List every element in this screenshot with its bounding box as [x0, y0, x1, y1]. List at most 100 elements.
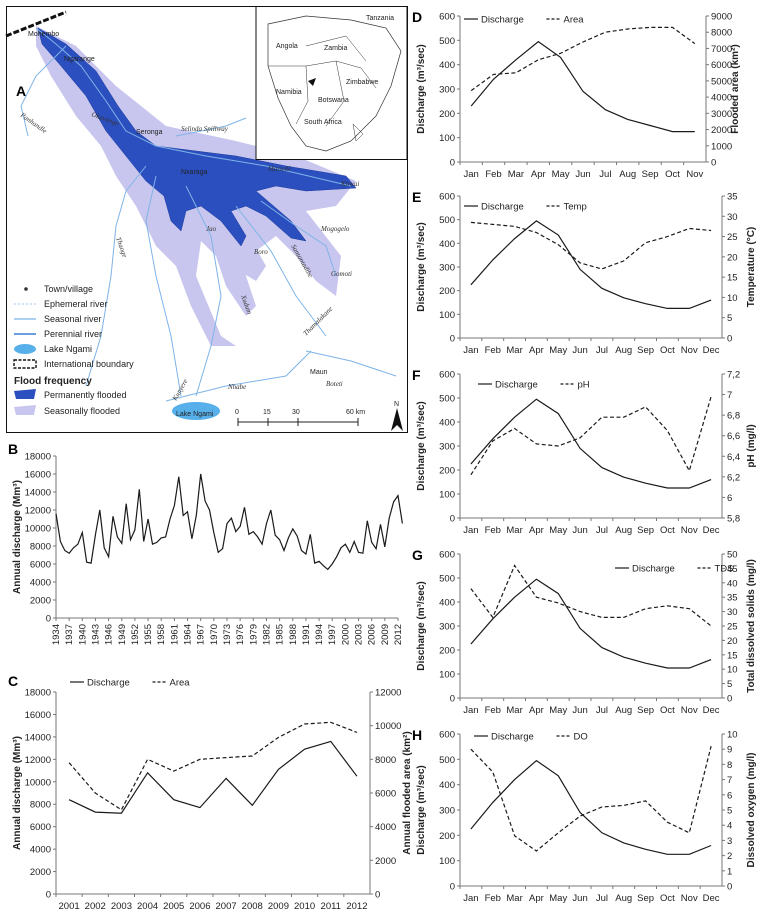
x-tick-label: Jul — [596, 705, 608, 716]
y2-tick-label: 15 — [727, 650, 738, 661]
y-tick-label: 10000 — [25, 524, 51, 535]
y2-tick-label: 10 — [727, 665, 738, 676]
inset-botswana: Botswana — [318, 97, 349, 104]
x-tick-label: 1955 — [143, 624, 154, 645]
legend-label-do: DO — [574, 732, 588, 743]
y2-tick-label: 20 — [727, 636, 738, 647]
x-tick-label: Dec — [703, 893, 720, 904]
x-tick-label: Nov — [681, 705, 698, 716]
series-line-discharge — [470, 398, 712, 489]
x-tick-label: Nov — [681, 345, 698, 356]
panel-label-c: C — [8, 673, 18, 689]
x-tick-label: Oct — [660, 893, 675, 904]
y-tick-label: 400 — [439, 60, 455, 71]
inset-zimbabwe: Zimbabwe — [346, 79, 378, 86]
series-line-discharge — [470, 759, 712, 855]
x-tick-label: Jul — [596, 525, 608, 536]
lake-icon — [14, 344, 36, 354]
permanent-flood-icon — [14, 389, 36, 399]
x-tick-label: 1973 — [222, 624, 233, 645]
y-tick-label: 4000 — [30, 845, 51, 856]
legend-seasonally: Seasonally flooded — [44, 406, 120, 416]
y2-tick-label: 10 — [727, 730, 738, 741]
river-matsebi: Matsebi — [267, 165, 291, 173]
y-tick-label: 8000 — [30, 542, 51, 553]
y2-tick-label: 0 — [727, 882, 732, 893]
chart-panel-e: E 0 100 200 300 400 500 600 0 5 10 15 20 25 30 35 Jan Feb… — [410, 186, 761, 364]
y-tick-label: 600 — [439, 370, 455, 381]
y2-tick-label: 8000 — [375, 755, 396, 766]
x-tick-label: Jun — [572, 705, 587, 716]
x-tick-label: 1964 — [183, 624, 194, 645]
inset-angola: Angola — [276, 43, 298, 50]
x-tick-label: Apr — [529, 705, 544, 716]
x-tick-label: 1949 — [117, 624, 128, 645]
lake-ngami — [172, 402, 220, 420]
legend-seasonal: Seasonal river — [44, 314, 102, 324]
y-tick-label: 500 — [439, 755, 455, 766]
x-tick-label: Mar — [506, 705, 522, 716]
place-maun: Maun — [310, 369, 328, 376]
x-tick-label: 2000 — [340, 624, 351, 645]
x-tick-label: 2002 — [85, 901, 106, 912]
y2-tick-label: 20 — [727, 252, 738, 263]
legend-label-discharge: Discharge — [87, 678, 130, 689]
x-tick-label: 1988 — [288, 624, 299, 645]
y2-tick-label: 40 — [727, 578, 738, 589]
y2-axis-label: Annual flooded area (km²) — [402, 731, 413, 854]
x-tick-label: Aug — [615, 525, 632, 536]
y2-tick-label: 6000 — [375, 789, 396, 800]
series-line-discharge — [68, 740, 358, 814]
y2-tick-label: 2000 — [375, 856, 396, 867]
x-tick-label: Dec — [703, 345, 720, 356]
map-legend: Town/village Ephemeral river Seasonal ri… — [13, 284, 134, 416]
x-tick-label: Nov — [681, 525, 698, 536]
y2-tick-label: 4000 — [375, 822, 396, 833]
x-tick-label: May — [549, 893, 567, 904]
legend-label-discharge: Discharge — [481, 202, 524, 213]
y2-tick-label: 5 — [727, 679, 732, 690]
y-tick-label: 0 — [450, 334, 455, 345]
y-tick-label: 400 — [439, 780, 455, 791]
chart-panel-b: B 0 2000 4000 6000 8000 10000 12000 14000 16000 18… — [0, 440, 410, 665]
river-mogogelo: Mogogelo — [320, 225, 350, 233]
place-nxaraga: Nxaraga — [181, 169, 208, 176]
y2-tick-label: 0 — [375, 890, 380, 901]
series-line-discharge — [470, 578, 712, 669]
x-tick-label: 1961 — [169, 624, 180, 645]
x-tick-label: Mar — [506, 525, 522, 536]
chart-d: D010020030040050060001000200030004000500… — [412, 9, 741, 180]
y2-tick-label: 50 — [727, 550, 738, 561]
x-tick-label: Jun — [575, 169, 590, 180]
x-tick-label: 2005 — [163, 901, 184, 912]
legend-label-discharge: Discharge — [632, 564, 675, 575]
y-tick-label: 200 — [439, 646, 455, 657]
x-tick-label: Apr — [529, 525, 544, 536]
x-tick-label: May — [549, 345, 567, 356]
y2-tick-label: 3 — [727, 836, 732, 847]
chart-panel-f: F 0 100 200 300 400 500 600 5,8 6 6,2 6,4 6,6 6,8 7 7,2… — [410, 364, 761, 544]
y-tick-label: 600 — [439, 550, 455, 561]
x-tick-label: Oct — [660, 525, 675, 536]
legend-lake: Lake Ngami — [44, 344, 92, 354]
y-tick-label: 100 — [439, 133, 455, 144]
legend-label-area: Area — [564, 15, 585, 26]
x-tick-label: Jan — [463, 345, 478, 356]
y2-axis-label: Total dissolved solids (mg/l) — [746, 559, 757, 693]
y2-tick-label: 35 — [727, 593, 738, 604]
y-tick-label: 2000 — [30, 867, 51, 878]
x-tick-label: May — [552, 169, 570, 180]
y-tick-label: 300 — [439, 806, 455, 817]
y2-tick-label: 5 — [727, 806, 732, 817]
series-line-do — [470, 746, 712, 852]
y-tick-label: 500 — [439, 215, 455, 226]
x-tick-label: Nov — [686, 169, 703, 180]
y2-tick-label: 30 — [727, 607, 738, 618]
legend-flood-title: Flood frequency — [14, 376, 92, 387]
y2-tick-label: 15 — [727, 273, 738, 284]
y-tick-label: 600 — [439, 730, 455, 741]
scale-bar: 0 15 30 60 km — [235, 409, 365, 426]
y-tick-label: 100 — [439, 490, 455, 501]
x-tick-label: Feb — [485, 893, 501, 904]
y2-tick-label: 7,2 — [727, 370, 740, 381]
